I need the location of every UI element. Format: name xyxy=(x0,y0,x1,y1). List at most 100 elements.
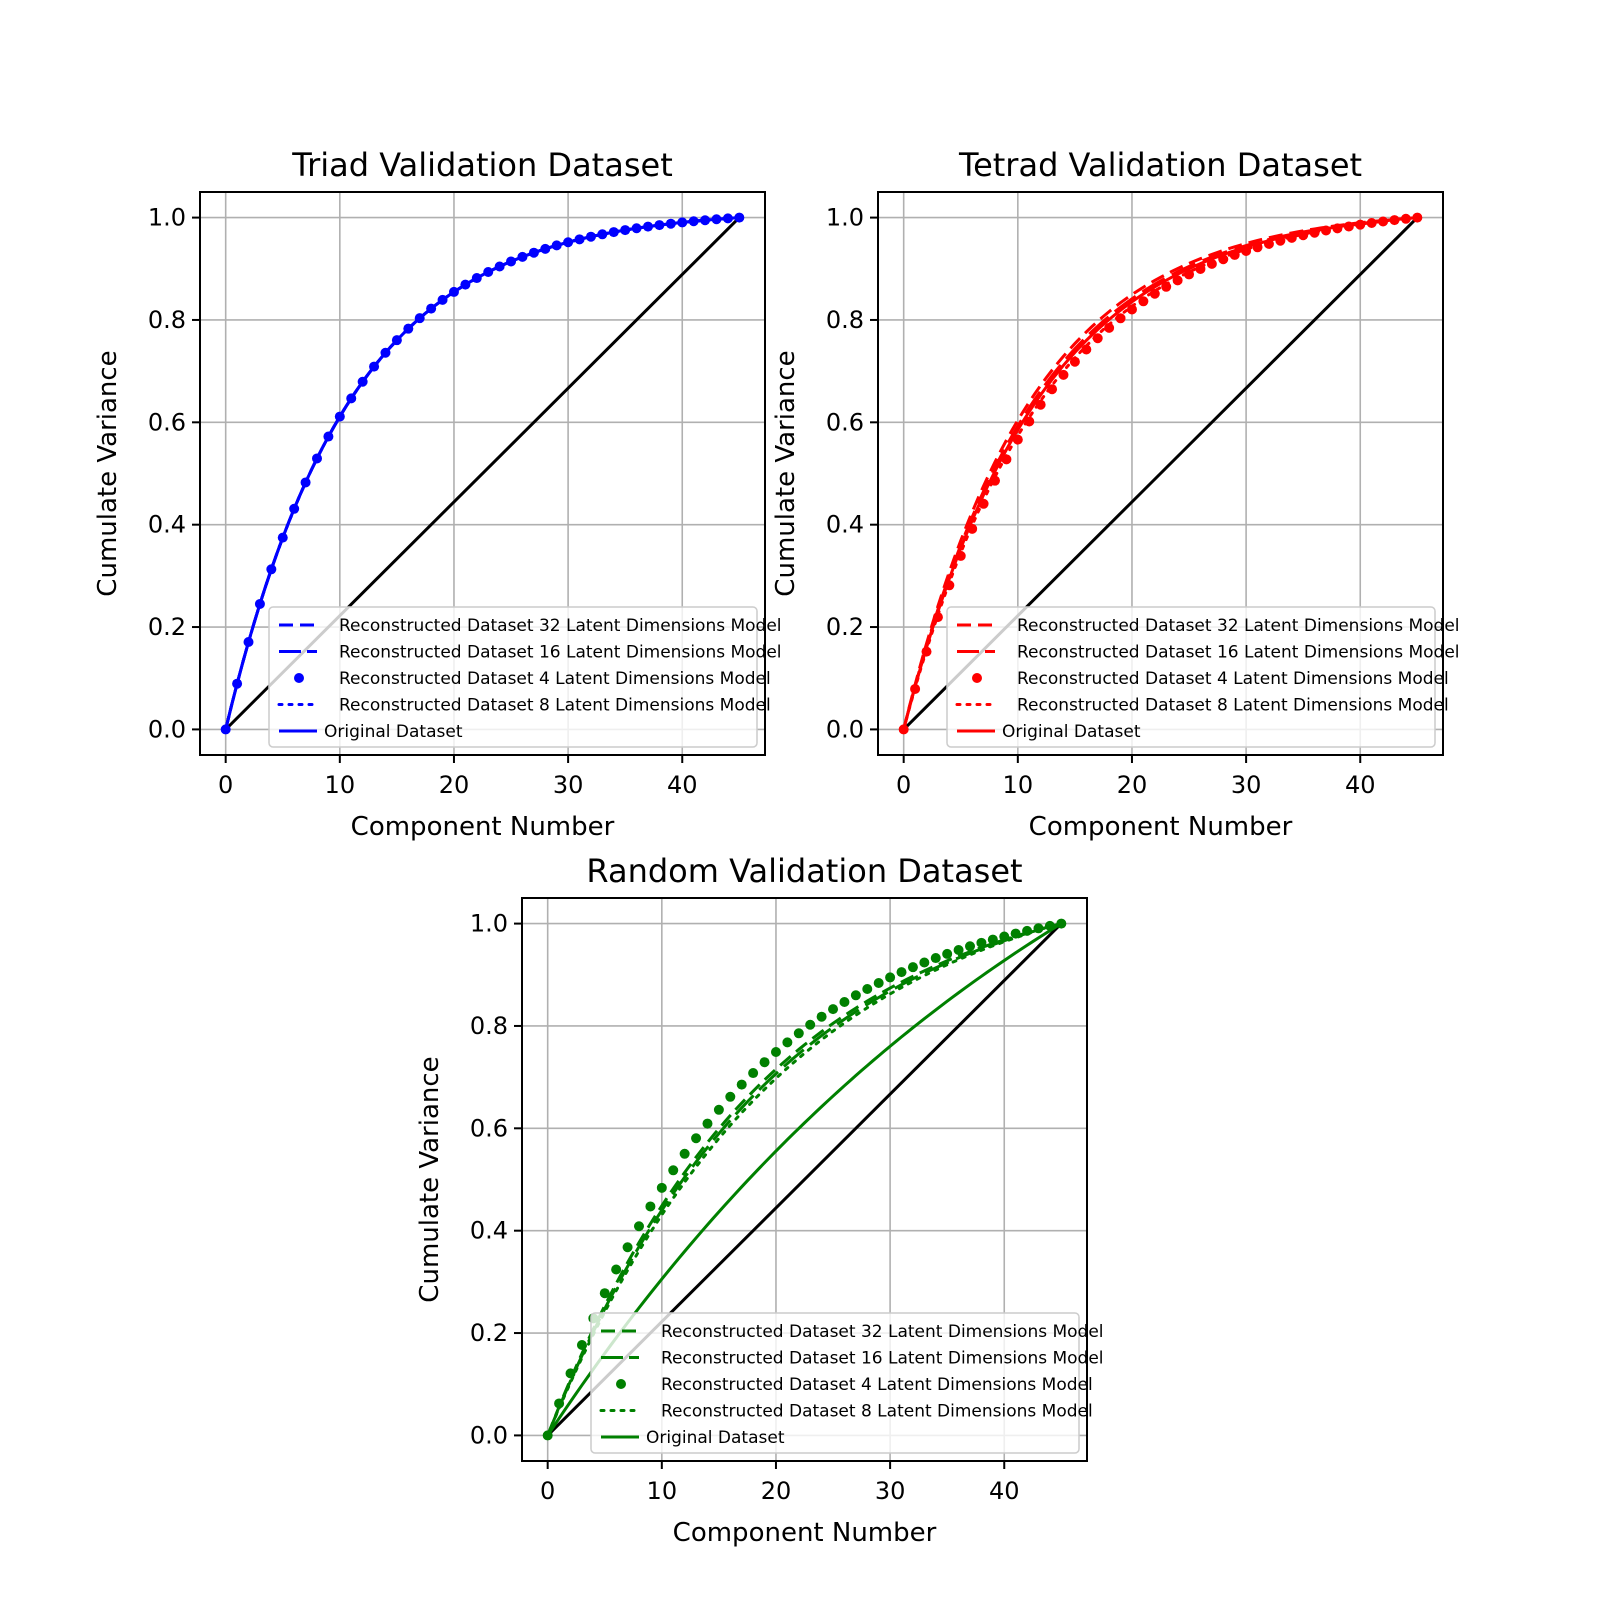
x-tick-label: 20 xyxy=(761,1477,792,1505)
y-tick-label: 1.0 xyxy=(148,204,186,232)
legend-marker xyxy=(294,673,304,683)
y-tick-label: 0.2 xyxy=(826,613,864,641)
y-tick-label: 0.0 xyxy=(148,715,186,743)
axes-frame xyxy=(199,191,766,756)
y-tick-label: 0.6 xyxy=(470,1114,508,1142)
x-tick-label: 0 xyxy=(896,771,911,799)
legend-label: Reconstructed Dataset 32 Latent Dimensio… xyxy=(339,616,782,636)
data-point xyxy=(770,1046,781,1057)
data-point xyxy=(1035,399,1046,410)
legend-entry: Reconstructed Dataset 32 Latent Dimensio… xyxy=(957,616,1460,636)
data-point xyxy=(816,1011,827,1022)
y-tick-label: 0.4 xyxy=(826,511,864,539)
legend-box xyxy=(946,606,1436,748)
legend-box xyxy=(268,606,758,748)
legend-entry: Reconstructed Dataset 16 Latent Dimensio… xyxy=(957,643,1460,663)
data-point xyxy=(1081,344,1092,355)
legend: Reconstructed Dataset 32 Latent Dimensio… xyxy=(946,606,1460,748)
axes-frame xyxy=(877,191,1444,756)
legend-label: Reconstructed Dataset 32 Latent Dimensio… xyxy=(1017,616,1460,636)
data-point xyxy=(725,1091,736,1102)
legend-entry: Reconstructed Dataset 16 Latent Dimensio… xyxy=(279,643,782,663)
series-reconstructed-dataset-32-latent-dimensions-model xyxy=(546,922,1062,1436)
data-point xyxy=(759,1057,770,1068)
legend-box xyxy=(590,1312,1080,1454)
data-point xyxy=(656,1182,667,1193)
y-tick-label: 0.2 xyxy=(470,1319,508,1347)
legend-label: Reconstructed Dataset 16 Latent Dimensio… xyxy=(661,1349,1104,1369)
legend-entry: Reconstructed Dataset 32 Latent Dimensio… xyxy=(279,616,782,636)
data-point xyxy=(885,972,896,983)
data-point xyxy=(839,997,850,1008)
legend-label: Reconstructed Dataset 4 Latent Dimension… xyxy=(1017,669,1449,689)
legend-label: Reconstructed Dataset 16 Latent Dimensio… xyxy=(339,643,782,663)
y-tick-label: 0.6 xyxy=(148,408,186,436)
x-tick-label: 40 xyxy=(1345,771,1376,799)
series-reconstructed-dataset-4-latent-dimensions-model xyxy=(898,212,1423,735)
x-tick-label: 30 xyxy=(553,771,584,799)
tetrad-panel: 0 10 20 30 40 0.0 0.2 0.4 0.6 0.8 1.0 Tetrad Valid… xyxy=(771,146,1460,842)
y-tick-label: 0.2 xyxy=(148,613,186,641)
x-axis-label: Component Number xyxy=(351,812,615,842)
data-point xyxy=(873,978,884,989)
legend-entry: Reconstructed Dataset 8 Latent Dimension… xyxy=(599,1402,1093,1422)
legend-entry: Reconstructed Dataset 4 Latent Dimension… xyxy=(616,1375,1093,1395)
chart-title: Tetrad Validation Dataset xyxy=(958,146,1362,184)
series-original-dataset xyxy=(902,216,1418,730)
ticks: 0 10 20 30 40 0.0 0.2 0.4 0.6 0.8 1.0 xyxy=(826,204,1376,799)
data-point xyxy=(1126,304,1137,315)
ticks: 0 10 20 30 40 0.0 0.2 0.4 0.6 0.8 1.0 xyxy=(148,204,698,799)
series-layer xyxy=(220,212,745,735)
x-tick-label: 30 xyxy=(875,1477,906,1505)
data-point xyxy=(576,1340,587,1351)
x-tick-label: 20 xyxy=(439,771,470,799)
data-point xyxy=(633,1221,644,1232)
data-point xyxy=(1104,322,1115,333)
axes-frame xyxy=(521,897,1088,1462)
data-point xyxy=(782,1037,793,1048)
x-tick-label: 0 xyxy=(540,1477,555,1505)
data-point xyxy=(805,1019,816,1030)
legend: Reconstructed Dataset 32 Latent Dimensio… xyxy=(590,1312,1104,1454)
random-panel: 0 10 20 30 40 0.0 0.2 0.4 0.6 0.8 1.0 Random Valid… xyxy=(415,852,1104,1548)
x-axis-label: Component Number xyxy=(1029,812,1293,842)
legend-entry: Reconstructed Dataset 8 Latent Dimension… xyxy=(277,696,771,716)
data-point xyxy=(622,1242,633,1253)
data-point xyxy=(896,967,907,978)
y-axis-label: Cumulate Variance xyxy=(771,350,801,596)
series-original-dataset xyxy=(224,216,740,730)
legend-marker xyxy=(972,673,982,683)
legend-entry: Original Dataset xyxy=(957,722,1141,742)
x-tick-label: 30 xyxy=(1231,771,1262,799)
legend-entry: Original Dataset xyxy=(601,1428,785,1448)
legend-label: Reconstructed Dataset 8 Latent Dimension… xyxy=(1017,696,1449,716)
data-point xyxy=(1149,288,1160,299)
legend-label: Reconstructed Dataset 16 Latent Dimensio… xyxy=(1017,643,1460,663)
x-tick-label: 40 xyxy=(989,1477,1020,1505)
data-point xyxy=(679,1148,690,1159)
y-tick-label: 1.0 xyxy=(470,910,508,938)
data-point xyxy=(862,983,873,994)
grid xyxy=(200,192,765,755)
series-reconstructed-dataset-16-latent-dimensions-model xyxy=(902,216,1418,730)
legend-entry: Original Dataset xyxy=(279,722,463,742)
legend-entry: Reconstructed Dataset 32 Latent Dimensio… xyxy=(601,1322,1104,1342)
y-tick-label: 0.8 xyxy=(826,306,864,334)
data-point xyxy=(1184,269,1195,280)
y-tick-label: 0.0 xyxy=(470,1421,508,1449)
y-tick-label: 1.0 xyxy=(826,204,864,232)
x-tick-label: 10 xyxy=(1003,771,1034,799)
data-point xyxy=(713,1104,724,1115)
x-tick-label: 20 xyxy=(1117,771,1148,799)
data-point xyxy=(748,1068,759,1079)
x-tick-label: 40 xyxy=(667,771,698,799)
legend-entry: Reconstructed Dataset 4 Latent Dimension… xyxy=(294,669,771,689)
data-point xyxy=(611,1264,622,1275)
data-point xyxy=(691,1133,702,1144)
legend-label: Original Dataset xyxy=(646,1428,785,1448)
legend-marker xyxy=(616,1379,626,1389)
x-tick-label: 10 xyxy=(325,771,356,799)
legend-label: Reconstructed Dataset 4 Latent Dimension… xyxy=(661,1375,1093,1395)
data-point xyxy=(702,1118,713,1129)
